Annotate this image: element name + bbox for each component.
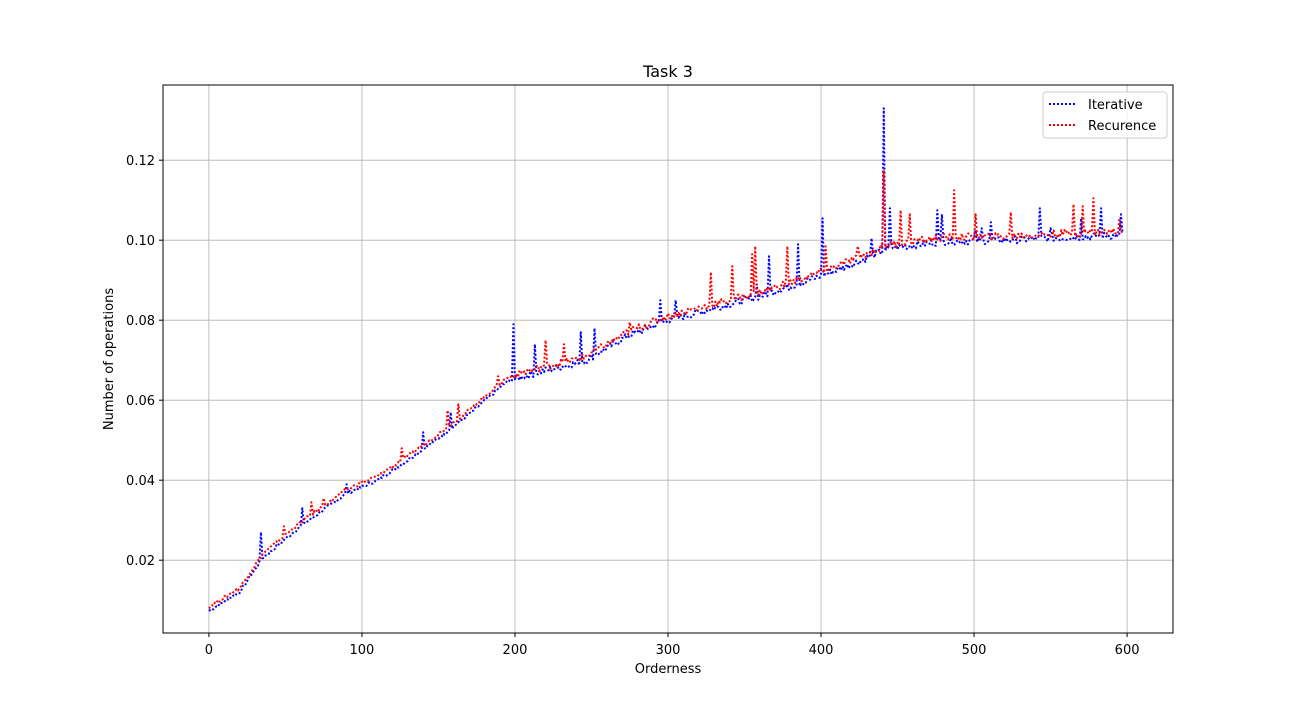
series-line-recurence <box>208 169 1124 610</box>
x-tick-label: 100 <box>350 643 375 658</box>
grid <box>163 85 1173 633</box>
y-tick-label: 0.10 <box>126 234 155 249</box>
y-tick-label: 0.06 <box>126 394 155 409</box>
chart-title: Task 3 <box>642 62 693 81</box>
x-tick-label: 600 <box>1115 643 1140 658</box>
legend: Iterative Recurence <box>1042 91 1168 139</box>
x-tick-label: 300 <box>656 643 681 658</box>
y-axis-label: Number of operations <box>102 288 117 430</box>
x-tick-label: 200 <box>503 643 528 658</box>
x-tick-label: 400 <box>809 643 834 658</box>
x-tick-label: 500 <box>962 643 987 658</box>
legend-label-recurence: Recurence <box>1088 119 1156 134</box>
x-axis-label: Orderness <box>635 662 702 677</box>
y-axis-ticks: 0.02 0.04 0.06 0.08 0.10 0.12 <box>126 154 163 569</box>
legend-label-iterative: Iterative <box>1088 98 1143 113</box>
series-layer <box>208 107 1124 612</box>
y-tick-label: 0.08 <box>126 314 155 329</box>
y-tick-label: 0.02 <box>126 554 155 569</box>
y-tick-label: 0.04 <box>126 474 155 489</box>
y-tick-label: 0.12 <box>126 154 155 169</box>
x-tick-label: 0 <box>205 643 213 658</box>
x-axis-ticks: 0 100 200 300 400 500 600 <box>205 633 1140 658</box>
